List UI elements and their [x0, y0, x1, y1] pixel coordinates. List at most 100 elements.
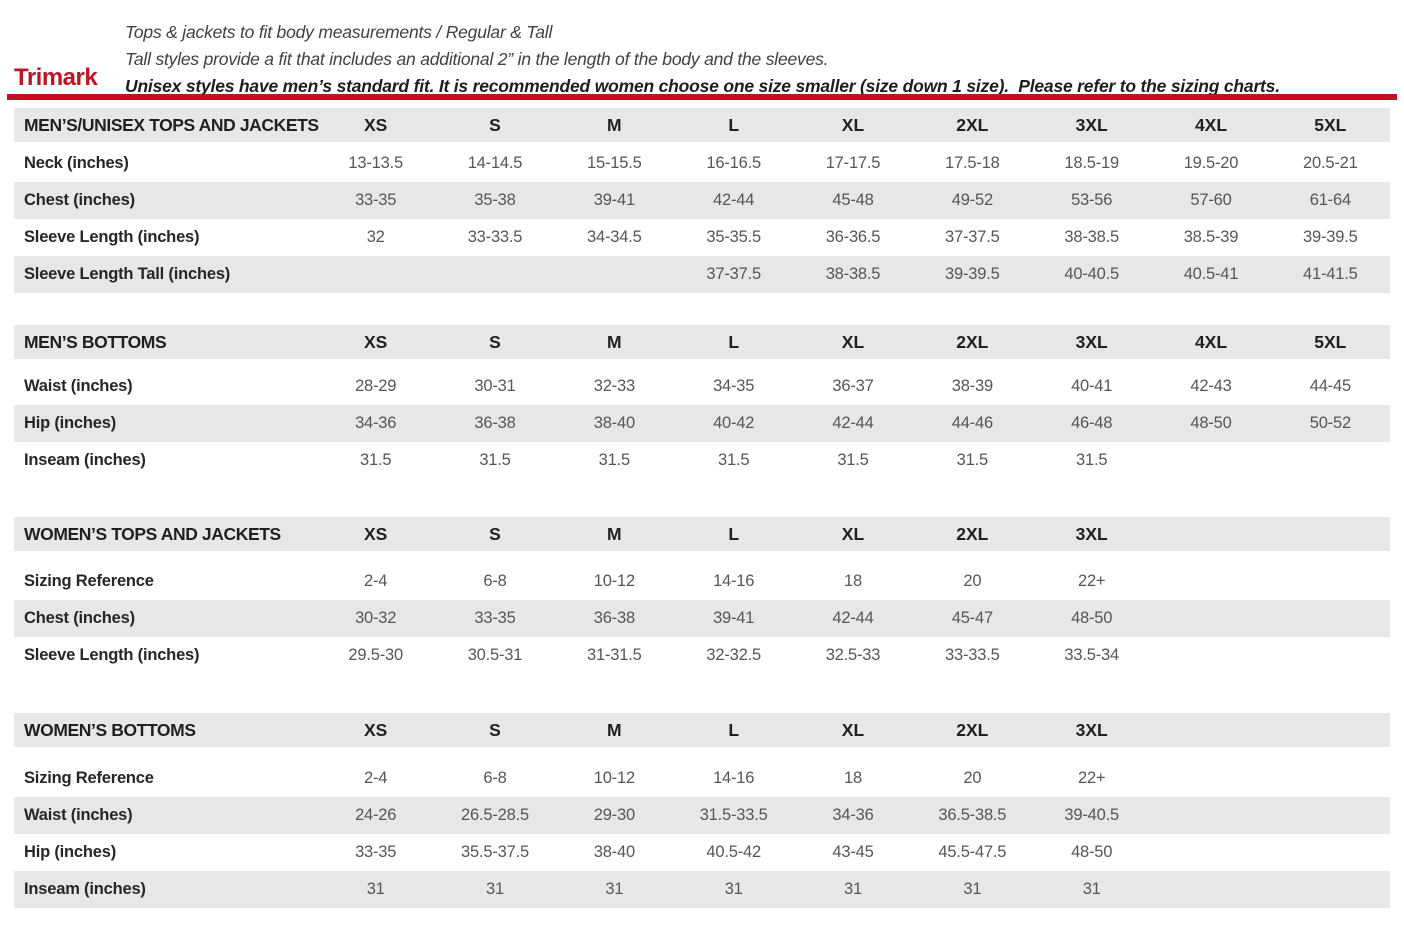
cell-value: 14-16 [713, 572, 755, 590]
row-label: Sleeve Length (inches) [24, 646, 200, 664]
cell-value: 39-39.5 [1303, 228, 1358, 246]
size-column-header: 5XL [1314, 331, 1347, 352]
size-table: WOMEN’S BOTTOMS XS S M L XL 2XL 3XL Sizing Refer… [14, 713, 1390, 908]
cell-value: 34-34.5 [587, 228, 642, 246]
cell-value: 2-4 [364, 572, 388, 590]
row-label: Sizing Reference [24, 769, 154, 787]
cell-value: 42-44 [713, 191, 755, 209]
size-column-header: 2XL [956, 523, 989, 544]
cell-value: 17-17.5 [825, 154, 881, 172]
size-column-header: 4XL [1194, 331, 1228, 352]
cell-value: 34-36 [832, 806, 874, 824]
size-column-header: 2XL [956, 331, 989, 352]
cell-value: 38.5-39 [1183, 228, 1239, 246]
cell-value: 39-41 [713, 609, 755, 627]
cell-value: 29.5-30 [348, 646, 403, 664]
cell-value: 39-39.5 [945, 265, 1000, 283]
cell-value: 48-50 [1071, 609, 1113, 627]
cell-value: 36-36.5 [825, 228, 881, 246]
cell-value: 31.5 [598, 451, 631, 469]
cell-value: 31 [486, 880, 504, 898]
cell-value: 15-15.5 [587, 154, 642, 172]
cell-value: 37-37.5 [945, 228, 1000, 246]
table-header-row: WOMEN’S BOTTOMS XS S M L XL 2XL 3XL [14, 713, 1390, 747]
brand-logo: Trimark [14, 64, 98, 91]
size-column-header: S [489, 523, 501, 544]
row-label: Inseam (inches) [24, 880, 146, 898]
cell-value: 40-40.5 [1064, 265, 1119, 283]
cell-value: 16-16.5 [706, 154, 761, 172]
intro-text: Tops & jackets to fit body measurements … [125, 19, 1280, 100]
size-column-header: XS [363, 719, 388, 740]
table-title: MEN’S/UNISEX TOPS AND JACKETS [24, 114, 319, 135]
table-title: WOMEN’S BOTTOMS [24, 719, 196, 740]
size-column-header: 3XL [1075, 331, 1108, 352]
size-column-header: S [489, 719, 501, 740]
cell-value: 46-48 [1071, 414, 1113, 432]
cell-value: 38-39 [951, 377, 993, 395]
cell-value: 42-44 [832, 414, 874, 432]
cell-value: 20 [963, 769, 982, 787]
cell-value: 61-64 [1309, 191, 1351, 209]
cell-value: 19.5-20 [1183, 154, 1239, 172]
row-label: Inseam (inches) [24, 451, 146, 469]
cell-value: 14-14.5 [467, 154, 523, 172]
cell-value: 31.5 [837, 451, 869, 469]
size-column-header: M [607, 719, 622, 740]
cell-value: 31.5 [718, 451, 750, 469]
size-column-header: XL [841, 719, 865, 740]
size-column-header: XL [841, 114, 865, 135]
cell-value: 45-47 [951, 609, 993, 627]
cell-value: 35-35.5 [706, 228, 761, 246]
cell-value: 30-32 [355, 609, 397, 627]
intro-line-3: Unisex styles have men’s standard fit. I… [125, 76, 1280, 96]
table-row: Hip (inches) 33-35 35.5-37.5 38-40 40.5-42 43… [14, 834, 1390, 871]
size-column-header: XL [841, 331, 865, 352]
cell-value: 43-45 [832, 843, 874, 861]
size-column-header: M [607, 114, 622, 135]
size-column-header: 5XL [1314, 114, 1347, 135]
cell-value: 53-56 [1071, 191, 1113, 209]
cell-value: 14-16 [713, 769, 755, 787]
table-row: Hip (inches) 34-36 36-38 38-40 40-42 42-44 44-… [14, 405, 1390, 442]
size-column-header: 3XL [1075, 719, 1108, 740]
cell-value: 38-40 [593, 414, 635, 432]
cell-value: 31 [1082, 880, 1101, 898]
cell-value: 36.5-38.5 [938, 806, 1007, 824]
table-header-row: MEN’S BOTTOMS XS S M L XL 2XL 3XL 4XL 5XL [14, 325, 1390, 359]
size-column-header: 4XL [1194, 114, 1228, 135]
size-column-header: S [489, 331, 501, 352]
cell-value: 31 [963, 880, 982, 898]
cell-value: 20 [963, 572, 982, 590]
cell-value: 41-41.5 [1303, 265, 1358, 283]
size-column-header: XS [363, 331, 388, 352]
cell-value: 28-29 [355, 377, 397, 395]
cell-value: 34-36 [355, 414, 397, 432]
cell-value: 37-37.5 [706, 265, 761, 283]
table-row: Sleeve Length Tall (inches) 37-37.5 38-38.… [14, 256, 1390, 293]
row-label: Hip (inches) [24, 414, 117, 432]
cell-value: 31 [366, 880, 385, 898]
cell-value: 6-8 [483, 572, 507, 590]
cell-value: 40-41 [1071, 377, 1113, 395]
intro-line-1: Tops & jackets to fit body measurements … [125, 22, 553, 42]
cell-value: 31 [605, 880, 624, 898]
row-label: Chest (inches) [24, 609, 135, 627]
cell-value: 40-42 [713, 414, 755, 432]
cell-value: 10-12 [593, 769, 635, 787]
cell-value: 2-4 [364, 769, 388, 787]
cell-value: 32-33 [593, 377, 635, 395]
row-label: Waist (inches) [24, 377, 133, 395]
size-column-header: XS [363, 523, 388, 544]
cell-value: 30-31 [474, 377, 516, 395]
size-column-header: XS [363, 114, 388, 135]
size-column-header: 3XL [1075, 523, 1108, 544]
cell-value: 18.5-19 [1064, 154, 1119, 172]
cell-value: 22+ [1077, 769, 1106, 787]
table-row: Chest (inches) 30-32 33-35 36-38 39-41 42-44 4… [14, 600, 1390, 637]
table-header-row: MEN’S/UNISEX TOPS AND JACKETS XS S M L XL 2XL 3… [14, 108, 1390, 142]
cell-value: 48-50 [1190, 414, 1232, 432]
row-label: Chest (inches) [24, 191, 135, 209]
cell-value: 39-40.5 [1064, 806, 1119, 824]
cell-value: 38-40 [593, 843, 635, 861]
